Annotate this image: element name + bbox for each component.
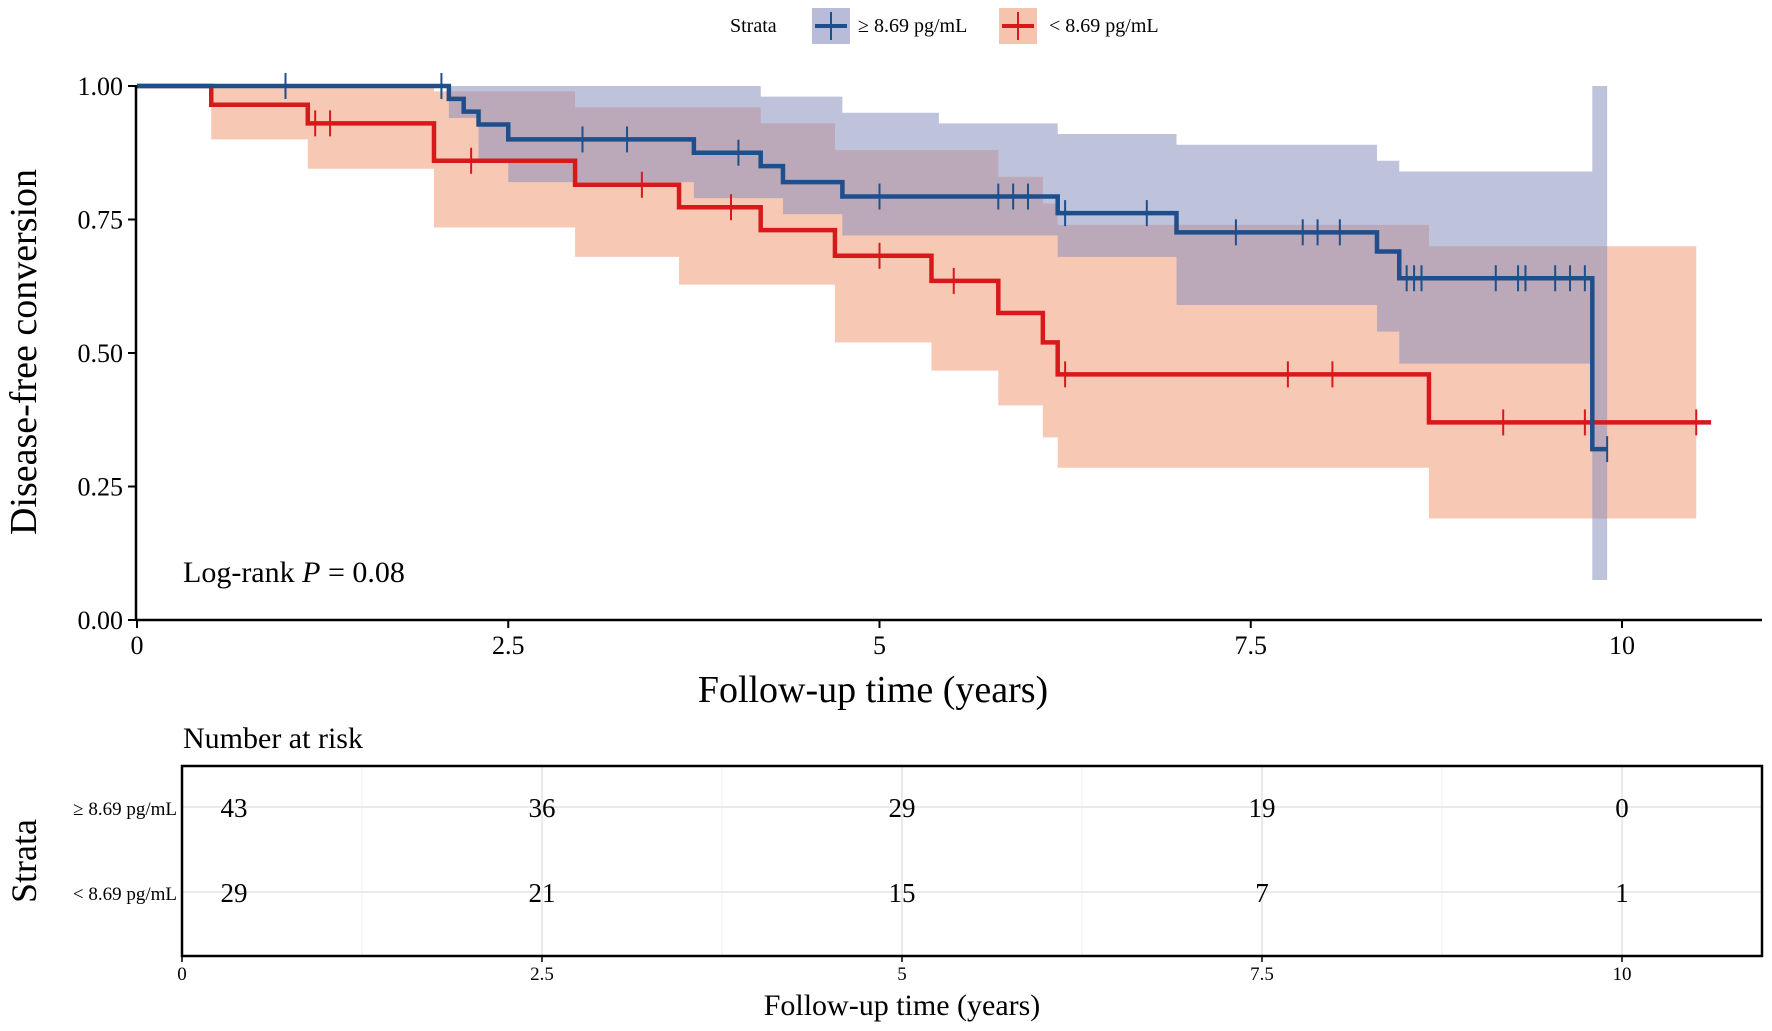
risk-x-tick-label-2: 5 [897,964,907,985]
risk-table-cells: 43 36 29 19 0 29 21 15 7 1 [221,793,1629,908]
censor-marks [284,73,1698,463]
risk-table-title: Number at risk [183,722,363,755]
y-tick-label-4: 1.00 [78,72,124,101]
risk-cell-1-3: 7 [1255,878,1269,908]
ci-band-0 [137,86,1608,580]
risk-cell-0-4: 0 [1615,793,1629,823]
risk-cell-1-0: 29 [221,878,248,908]
risk-cell-0-3: 19 [1249,793,1276,823]
risk-cell-1-1: 21 [529,878,556,908]
x-axis-label: Follow-up time (years) [698,669,1048,711]
risk-row-label-0: ≥ 8.69 pg/mL [73,799,177,820]
risk-x-tick-label-3: 7.5 [1250,964,1274,985]
risk-table-row-labels: ≥ 8.69 pg/mL < 8.69 pg/mL [73,799,177,905]
risk-cell-1-4: 1 [1615,878,1629,908]
risk-cell-0-0: 43 [221,793,248,823]
x-ticks: 0 2.5 5 7.5 10 [131,620,1635,660]
logrank-annotation: Log-rank P = 0.08 [183,556,405,589]
risk-x-tick-label-0: 0 [177,964,187,985]
risk-table: Number at risk 43 36 29 19 0 29 21 15 7 1 ≥ 8.69 … [4,722,1764,1022]
y-tick-label-0: 0.00 [78,606,124,635]
logrank-p-symbol: P [301,556,320,589]
legend-label-high: ≥ 8.69 pg/mL [858,15,967,37]
risk-cell-1-2: 15 [889,878,916,908]
ci-band-1 [137,86,1697,519]
legend-title: Strata [730,15,777,37]
risk-table-ylabel: Strata [4,819,44,903]
survival-line-0 [137,83,1608,452]
legend-key-high [812,8,850,44]
x-tick-label-2: 5 [873,631,886,660]
y-tick-label-1: 0.25 [78,473,124,502]
legend: Strata ≥ 8.69 pg/mL < 8.69 pg/mL [730,8,1159,44]
risk-table-border [180,764,1764,958]
risk-x-tick-label-1: 2.5 [530,964,554,985]
y-axis-label: Disease-free conversion [3,169,45,535]
logrank-prefix: Log-rank [183,556,302,589]
survival-line-1 [137,83,1712,425]
risk-table-x-ticks: 0 2.5 5 7.5 10 [177,956,1632,985]
logrank-suffix: = 0.08 [320,556,404,589]
risk-table-grid [183,767,1761,955]
y-tick-label-3: 0.75 [78,206,124,235]
survival-curves [137,83,1712,452]
risk-row-label-1: < 8.69 pg/mL [73,884,177,905]
legend-key-low [999,8,1037,44]
km-plot: 0.00 0.25 0.50 0.75 1.00 0 2.5 5 7.5 10 Disease-… [3,72,1762,711]
y-ticks: 0.00 0.25 0.50 0.75 1.00 [78,72,136,635]
risk-table-xlabel: Follow-up time (years) [764,989,1041,1022]
x-tick-label-1: 2.5 [492,631,525,660]
x-tick-label-4: 10 [1609,631,1635,660]
confidence-bands [137,86,1697,580]
y-tick-label-2: 0.50 [78,339,124,368]
risk-cell-0-2: 29 [889,793,916,823]
risk-cell-0-1: 36 [529,793,556,823]
x-tick-label-0: 0 [131,631,144,660]
risk-x-tick-label-4: 10 [1613,964,1632,985]
legend-label-low: < 8.69 pg/mL [1049,15,1159,37]
x-tick-label-3: 7.5 [1235,631,1268,660]
